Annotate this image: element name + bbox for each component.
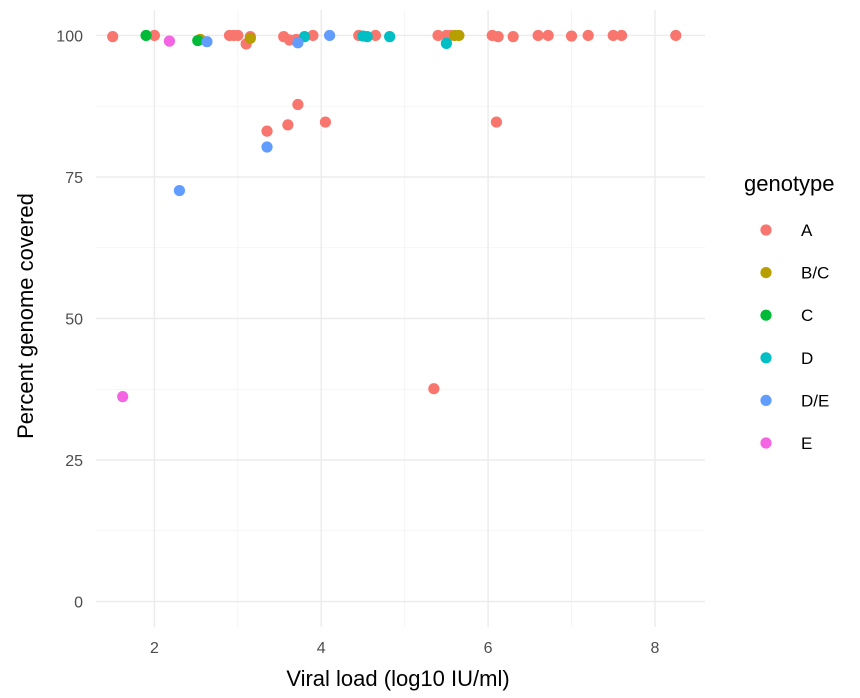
data-point — [307, 29, 319, 42]
legend-key — [760, 309, 772, 321]
y-tick-label: 75 — [65, 170, 83, 187]
legend-label: A — [801, 221, 813, 240]
data-point — [428, 383, 440, 395]
legend-label: B/C — [801, 264, 829, 283]
data-point — [369, 29, 382, 42]
legend-label: D — [801, 349, 813, 368]
data-point — [261, 141, 273, 153]
data-point — [107, 31, 119, 43]
data-point — [565, 30, 578, 42]
legend-key — [760, 267, 772, 279]
data-point — [117, 391, 129, 403]
y-tick-label: 25 — [65, 453, 83, 470]
data-point — [453, 29, 465, 42]
data-point — [140, 29, 152, 42]
legend-key — [760, 224, 772, 236]
y-axis-title: Percent genome covered — [13, 193, 38, 439]
x-tick-label: 8 — [650, 640, 659, 657]
data-point — [261, 125, 273, 137]
legend-key — [760, 437, 772, 449]
x-axis-title: Viral load (log10 IU/ml) — [286, 666, 509, 691]
data-point — [323, 29, 336, 42]
legend: A B/C C D D/E E — [760, 221, 829, 453]
data-point — [148, 29, 160, 42]
data-point — [507, 31, 519, 43]
x-axis-ticks: 2 4 6 8 — [150, 640, 660, 657]
data-point — [319, 116, 332, 128]
y-tick-label: 50 — [65, 312, 83, 329]
data-point — [292, 37, 304, 49]
grid — [96, 10, 705, 627]
legend-label: E — [801, 434, 812, 453]
y-tick-label: 0 — [74, 595, 83, 612]
data-point — [282, 119, 294, 131]
data-points — [107, 29, 682, 403]
x-tick-label: 2 — [150, 640, 159, 657]
data-point — [582, 29, 594, 42]
data-point — [244, 32, 256, 44]
x-tick-label: 6 — [484, 640, 493, 657]
data-point — [192, 34, 204, 47]
data-point — [432, 29, 444, 42]
data-point — [292, 98, 304, 111]
y-axis-ticks: 0 25 50 75 100 — [56, 28, 83, 611]
x-tick-label: 4 — [317, 640, 326, 657]
data-point — [232, 29, 244, 42]
legend-key — [760, 394, 772, 406]
data-point — [201, 36, 213, 48]
data-point — [615, 29, 628, 42]
data-point — [670, 29, 682, 42]
legend-label: C — [801, 306, 813, 325]
data-point — [532, 29, 544, 42]
legend-title: genotype — [744, 171, 835, 196]
legend-key — [760, 352, 772, 364]
data-point — [542, 29, 554, 42]
data-point — [607, 29, 619, 42]
y-tick-label: 100 — [56, 28, 83, 45]
legend-label: D/E — [801, 391, 829, 410]
data-point — [173, 184, 186, 197]
data-point — [492, 31, 504, 43]
data-point — [490, 116, 503, 128]
data-point — [440, 37, 452, 49]
data-point — [361, 31, 373, 43]
data-point — [384, 31, 396, 43]
data-point — [163, 35, 176, 47]
